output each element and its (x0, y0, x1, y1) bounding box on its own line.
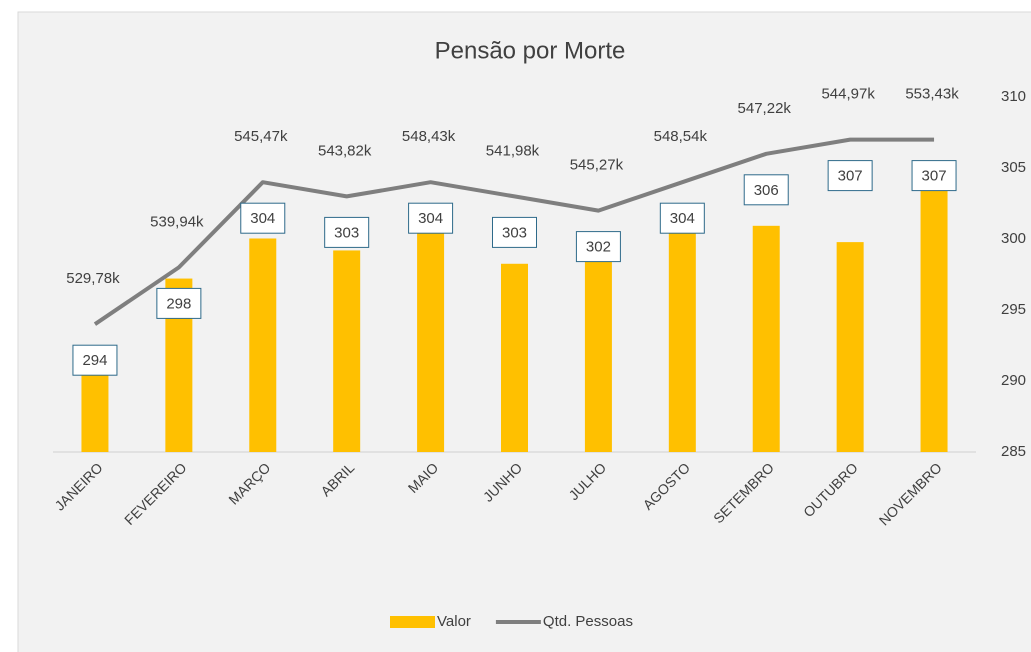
bar-value-label: 548,54k (654, 128, 708, 145)
y2-tick-label: 300 (1001, 230, 1026, 247)
line-value-label: 302 (586, 239, 611, 256)
y2-tick-label: 290 (1001, 372, 1026, 389)
bar (920, 180, 948, 452)
line-label-box (324, 216, 370, 248)
line (93, 137, 935, 326)
bar (249, 238, 277, 452)
bar-value-label: 545,27k (570, 157, 624, 174)
bar (584, 239, 612, 452)
bar-value-label: 547,22k (738, 100, 792, 117)
bar-value-label: 539,94k (150, 213, 204, 230)
bar (752, 225, 780, 452)
y2-tick-label: 285 (1001, 443, 1026, 460)
line-label-box (659, 202, 705, 234)
line-value-label: 306 (754, 182, 779, 199)
line-label-box (575, 231, 621, 263)
bar-value-label: 553,43k (905, 86, 959, 103)
line-label-box (492, 216, 537, 248)
bar-value-label: 543,82k (318, 142, 372, 159)
bar-value-label: 541,98k (486, 142, 540, 159)
line-value-label: 307 (922, 168, 947, 185)
line-value-label: 307 (838, 168, 863, 185)
line-value-label: 298 (166, 295, 191, 312)
line-label-box (827, 160, 873, 192)
legend-label: Qtd. Pessoas (543, 613, 633, 630)
y2-tick-label: 295 (1001, 301, 1026, 318)
bar (668, 216, 696, 452)
line-label-box (408, 202, 454, 234)
line-value-label: 303 (334, 224, 359, 241)
bar-value-label: 548,43k (402, 128, 456, 145)
bar (501, 263, 528, 452)
bar-value-label: 544,97k (821, 86, 875, 103)
line-label-box (240, 202, 286, 234)
bar (333, 250, 361, 452)
line-label-box (72, 344, 118, 376)
legend-label: Valor (437, 613, 471, 630)
y2-tick-label: 305 (1001, 159, 1026, 176)
line-label-box (743, 174, 789, 206)
line-value-label: 303 (502, 224, 527, 241)
line-value-label: 304 (670, 210, 695, 227)
y2-tick-label: 310 (1001, 88, 1026, 105)
line-value-label: 294 (82, 352, 107, 369)
line-label-box (911, 160, 957, 192)
chart-title: Pensão por Morte (435, 37, 626, 64)
legend-swatch (390, 616, 435, 628)
line-label-box (156, 287, 202, 319)
bar (836, 242, 864, 452)
bar (417, 217, 445, 452)
bar-value-label: 529,78k (66, 270, 120, 287)
bar-value-label: 545,47k (234, 128, 288, 145)
line-value-label: 304 (418, 210, 443, 227)
line-value-label: 304 (250, 210, 275, 227)
